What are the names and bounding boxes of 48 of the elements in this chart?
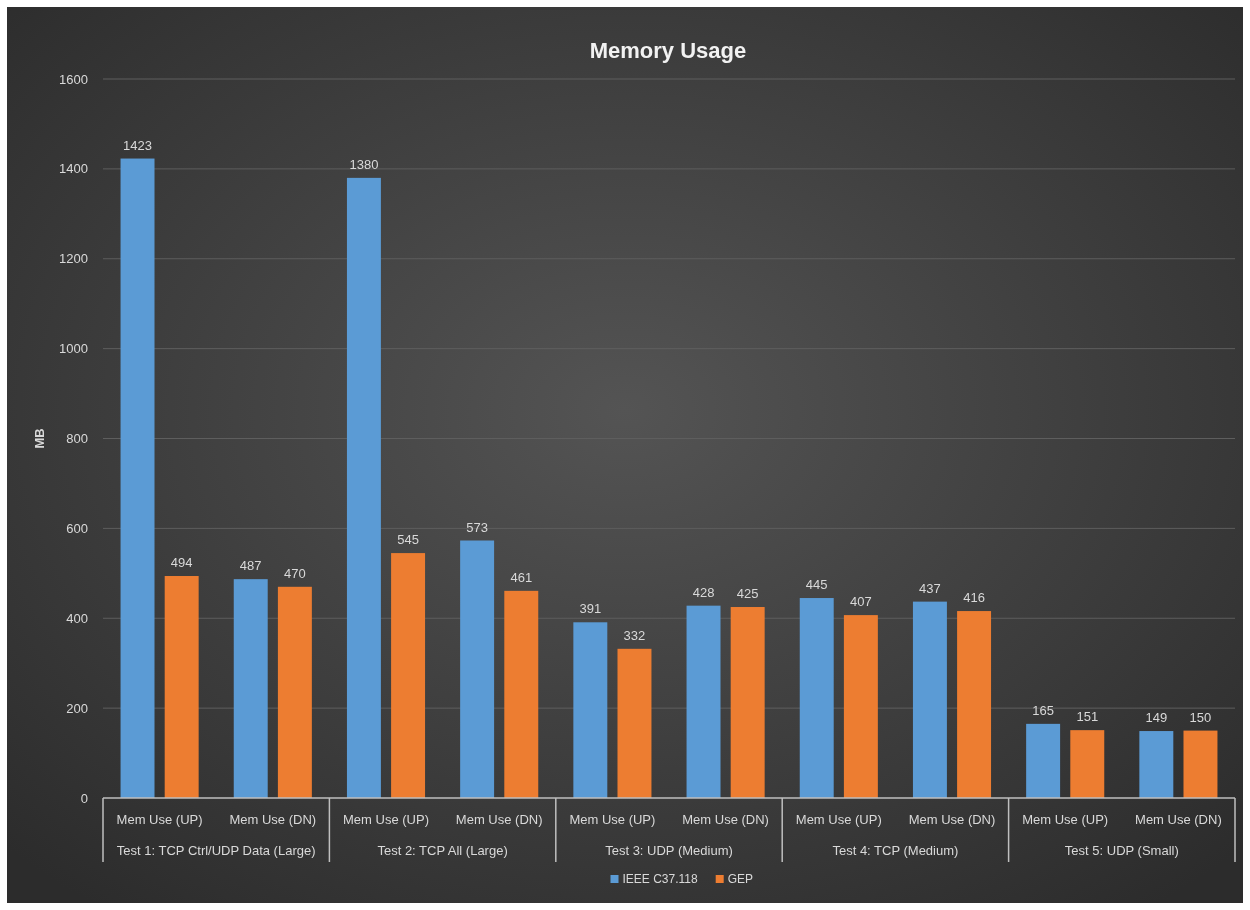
y-tick-label: 1600 bbox=[59, 71, 88, 87]
data-label: 487 bbox=[239, 558, 262, 574]
data-label: 470 bbox=[284, 565, 306, 581]
data-label: 437 bbox=[919, 580, 941, 596]
x-tick-label: Mem Use (DN) bbox=[229, 812, 317, 827]
data-label: 165 bbox=[1032, 702, 1054, 718]
data-label: 428 bbox=[692, 584, 715, 600]
chart-title: Memory Usage bbox=[589, 38, 747, 63]
y-tick-label: 0 bbox=[80, 790, 88, 806]
data-label: 416 bbox=[963, 590, 985, 606]
y-tick-label: 200 bbox=[66, 700, 88, 716]
y-tick-label: 1000 bbox=[59, 341, 88, 357]
data-label: 407 bbox=[850, 594, 872, 610]
data-label: 1380 bbox=[349, 156, 379, 172]
x-tick-label: Mem Use (UP) bbox=[116, 812, 203, 827]
x-tick-label: Mem Use (DN) bbox=[908, 812, 996, 827]
data-label: 151 bbox=[1076, 709, 1099, 725]
data-label: 150 bbox=[1189, 709, 1212, 725]
x-tick-label: Mem Use (UP) bbox=[569, 812, 656, 827]
data-label: 445 bbox=[805, 577, 828, 593]
x-tick-label: Mem Use (UP) bbox=[1022, 812, 1109, 827]
data-label: 425 bbox=[736, 586, 759, 602]
x-tick-label: Mem Use (DN) bbox=[1135, 812, 1222, 827]
data-label: 545 bbox=[397, 532, 419, 548]
x-tick-label: Mem Use (DN) bbox=[682, 812, 769, 827]
y-tick-label: 1200 bbox=[59, 251, 88, 267]
data-label: 1423 bbox=[123, 137, 152, 153]
text: Test 4: TCP (Medium) bbox=[832, 843, 959, 858]
data-label: 149 bbox=[1145, 710, 1168, 726]
x-tick-label: Mem Use (DN) bbox=[455, 812, 543, 827]
legend-label: GEP bbox=[727, 872, 754, 886]
legend-label: IEEE C37.118 bbox=[622, 872, 698, 886]
data-label: 461 bbox=[510, 569, 533, 585]
y-axis-title: MB bbox=[32, 428, 47, 449]
data-label: 391 bbox=[579, 601, 602, 617]
text: Test 3: UDP (Medium) bbox=[605, 843, 733, 858]
data-label: 494 bbox=[170, 555, 193, 571]
data-label: 573 bbox=[466, 519, 488, 535]
x-tick-label: Mem Use (UP) bbox=[343, 812, 429, 827]
y-tick-label: 800 bbox=[66, 431, 88, 447]
y-tick-label: 400 bbox=[66, 610, 88, 626]
y-tick-label: 600 bbox=[66, 520, 88, 536]
text: Test 5: UDP (Small) bbox=[1064, 843, 1179, 858]
x-tick-label: Mem Use (UP) bbox=[795, 812, 882, 827]
text: Test 2: TCP All (Large) bbox=[377, 843, 508, 858]
text: Test 1: TCP Ctrl/UDP Data (Large) bbox=[116, 843, 316, 858]
data-label: 332 bbox=[623, 627, 646, 643]
y-tick-label: 1400 bbox=[59, 161, 88, 177]
